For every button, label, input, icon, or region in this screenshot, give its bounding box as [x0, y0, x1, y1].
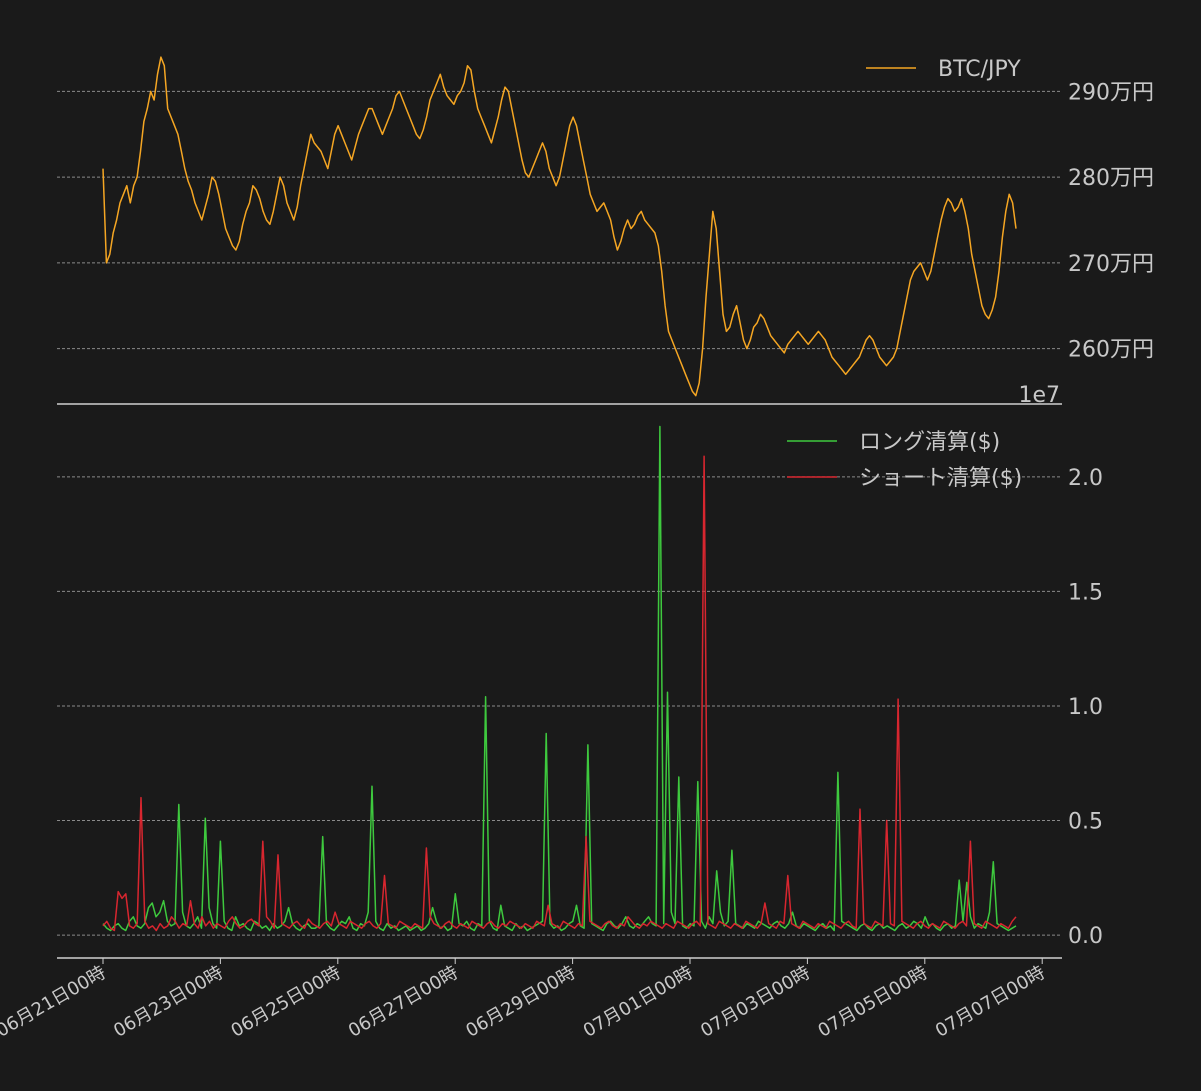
y-tick-label: 270万円 — [1068, 252, 1154, 277]
series-line-0 — [102, 425, 1017, 932]
legend-label: ショート清算($) — [859, 466, 1022, 491]
x-tick-label: 07月05日00時 — [815, 962, 932, 1042]
x-tick-label: 07月03日00時 — [697, 962, 814, 1042]
x-tick-label: 07月07日00時 — [932, 962, 1049, 1042]
y-tick-label: 280万円 — [1068, 166, 1154, 191]
legend-label: BTC/JPY — [938, 57, 1021, 82]
x-tick-label: 06月23日00時 — [110, 962, 227, 1042]
x-tick-label: 06月29日00時 — [462, 962, 579, 1042]
y-offset-text: 1e7 — [1018, 383, 1060, 408]
y-tick-label: 1.5 — [1068, 580, 1103, 605]
y-tick-label: 0.0 — [1068, 924, 1103, 949]
x-tick-label: 06月25日00時 — [228, 962, 345, 1042]
series-line-1 — [102, 455, 1017, 932]
y-tick-label: 260万円 — [1068, 338, 1154, 363]
price-panel: 260万円 270万円 280万円 290万円 BTC/JPY — [57, 56, 1154, 405]
liquidation-panel: 0.0 0.5 1.0 1.5 2.0 ロング清算($) ショート清算($) 1e7 — [57, 383, 1103, 959]
series-line-0 — [102, 56, 1017, 397]
y-tick-label: 290万円 — [1068, 80, 1154, 105]
y-tick-label: 1.0 — [1068, 695, 1103, 720]
y-tick-label: 0.5 — [1068, 810, 1103, 835]
x-axis: 06月21日00時 06月23日00時 06月25日00時 06月27日00時 06月2… — [0, 958, 1049, 1042]
x-tick-label: 06月27日00時 — [345, 962, 462, 1042]
x-tick-label: 06月21日00時 — [0, 962, 110, 1042]
x-tick-label: 07月01日00時 — [580, 962, 697, 1042]
legend-label: ロング清算($) — [859, 430, 1000, 455]
y-tick-label: 2.0 — [1068, 466, 1103, 491]
